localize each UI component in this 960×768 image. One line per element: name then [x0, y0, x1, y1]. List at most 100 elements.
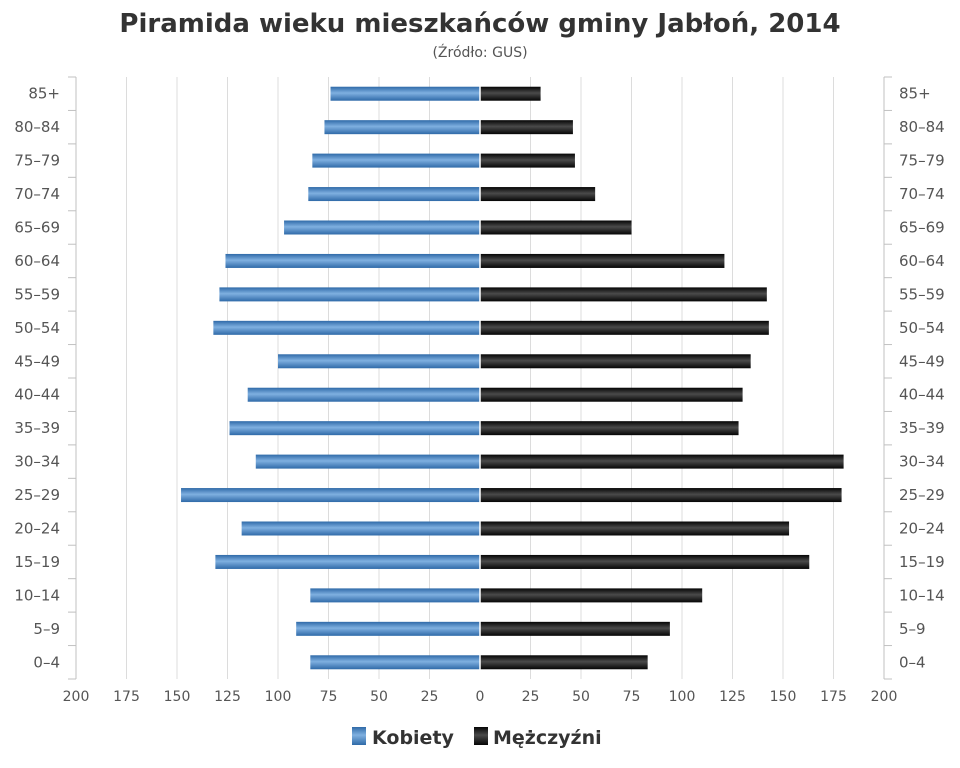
bar-mezczyzni[interactable] [480, 287, 767, 302]
y-tick-label-left: 45–49 [14, 352, 60, 370]
y-tick-label-left: 60–64 [14, 252, 60, 270]
bar-mezczyzni[interactable] [480, 488, 842, 503]
x-tick-label: 75 [623, 689, 641, 705]
x-tick-label: 25 [522, 689, 540, 705]
y-tick-label-right: 60–64 [899, 252, 945, 270]
bar-mezczyzni[interactable] [480, 187, 596, 202]
x-tick-label: 150 [164, 689, 191, 705]
bar-mezczyzni[interactable] [480, 320, 769, 335]
bar-mezczyzni[interactable] [480, 253, 725, 268]
y-tick-label-right: 0–4 [899, 653, 926, 671]
bar-mezczyzni[interactable] [480, 655, 648, 670]
bar-mezczyzni[interactable] [480, 554, 810, 569]
y-tick-label-left: 80–84 [14, 118, 60, 136]
x-tick-label: 50 [572, 689, 590, 705]
x-tick-label: 125 [719, 689, 746, 705]
legend-label-mezczyzni: Mężczyźni [493, 727, 602, 749]
bar-mezczyzni[interactable] [480, 454, 844, 469]
bar-mezczyzni[interactable] [480, 521, 790, 536]
y-tick-label-right: 35–39 [899, 419, 945, 437]
bar-kobiety[interactable] [308, 187, 480, 202]
x-tick-label: 175 [820, 689, 847, 705]
y-tick-label-left: 55–59 [14, 285, 60, 303]
x-tick-label: 50 [370, 689, 388, 705]
legend[interactable]: Kobiety Mężczyźni [352, 727, 602, 749]
x-tick-label: 125 [214, 689, 241, 705]
bar-kobiety[interactable] [278, 354, 480, 369]
y-tick-label-right: 40–44 [899, 386, 945, 404]
bar-mezczyzni[interactable] [480, 621, 670, 636]
y-tick-label-right: 85+ [899, 85, 931, 103]
bar-kobiety[interactable] [213, 320, 481, 335]
bar-kobiety[interactable] [310, 655, 480, 670]
y-tick-label-left: 50–54 [14, 319, 60, 337]
y-tick-label-right: 45–49 [899, 352, 945, 370]
y-tick-label-left: 15–19 [14, 553, 60, 571]
x-tick-label: 200 [871, 689, 898, 705]
y-tick-label-left: 0–4 [33, 653, 60, 671]
bar-mezczyzni[interactable] [480, 588, 703, 603]
legend-swatch-mezczyzni [474, 727, 488, 745]
y-tick-label-right: 50–54 [899, 319, 945, 337]
bar-kobiety[interactable] [330, 86, 480, 101]
bar-kobiety[interactable] [296, 621, 480, 636]
y-tick-label-left: 10–14 [14, 586, 60, 604]
y-tick-label-right: 75–79 [899, 152, 945, 170]
bar-mezczyzni[interactable] [480, 220, 632, 235]
y-tick-label-left: 65–69 [14, 219, 60, 237]
chart-title: Piramida wieku mieszkańców gminy Jabłoń,… [119, 9, 840, 39]
bar-kobiety[interactable] [225, 253, 480, 268]
bar-mezczyzni[interactable] [480, 153, 575, 168]
bar-mezczyzni[interactable] [480, 354, 751, 369]
bar-mezczyzni[interactable] [480, 387, 743, 402]
y-tick-label-right: 80–84 [899, 118, 945, 136]
bar-kobiety[interactable] [241, 521, 480, 536]
bar-kobiety[interactable] [255, 454, 480, 469]
bar-mezczyzni[interactable] [480, 120, 573, 135]
y-tick-label-left: 20–24 [14, 520, 60, 538]
bar-kobiety[interactable] [229, 421, 480, 436]
axes [68, 76, 892, 680]
bar-kobiety[interactable] [312, 153, 480, 168]
bar-kobiety[interactable] [247, 387, 480, 402]
y-tick-label-left: 85+ [28, 85, 60, 103]
y-tick-label-right: 25–29 [899, 486, 945, 504]
y-tick-label-left: 40–44 [14, 386, 60, 404]
bars [181, 77, 844, 679]
y-tick-label-left: 75–79 [14, 152, 60, 170]
bar-kobiety[interactable] [310, 588, 480, 603]
x-tick-label: 200 [63, 689, 90, 705]
x-tick-label: 150 [770, 689, 797, 705]
y-tick-label-left: 25–29 [14, 486, 60, 504]
y-tick-label-right: 70–74 [899, 185, 945, 203]
bar-kobiety[interactable] [324, 120, 480, 135]
legend-label-kobiety: Kobiety [372, 727, 455, 749]
y-tick-label-right: 5–9 [899, 620, 926, 638]
y-tick-label-right: 30–34 [899, 453, 945, 471]
x-tick-label: 175 [113, 689, 140, 705]
x-tick-label: 75 [320, 689, 338, 705]
y-tick-label-left: 35–39 [14, 419, 60, 437]
y-tick-label-right: 20–24 [899, 520, 945, 538]
bar-kobiety[interactable] [181, 488, 481, 503]
bar-kobiety[interactable] [219, 287, 481, 302]
x-tick-label: 100 [669, 689, 696, 705]
bar-mezczyzni[interactable] [480, 86, 541, 101]
y-tick-label-left: 5–9 [33, 620, 60, 638]
y-tick-label-left: 30–34 [14, 453, 60, 471]
bar-kobiety[interactable] [215, 554, 480, 569]
chart-subtitle: (Źródło: GUS) [432, 43, 527, 61]
y-tick-label-left: 70–74 [14, 185, 60, 203]
y-tick-label-right: 15–19 [899, 553, 945, 571]
y-tick-label-right: 65–69 [899, 219, 945, 237]
y-tick-label-right: 10–14 [899, 586, 945, 604]
tick-labels: 200 175 150 125 100 75 50 25 0 25 50 75 100 125 150 175… [14, 85, 944, 705]
bar-mezczyzni[interactable] [480, 421, 739, 436]
y-tick-label-right: 55–59 [899, 285, 945, 303]
x-tick-label: 25 [421, 689, 439, 705]
bar-kobiety[interactable] [284, 220, 480, 235]
legend-swatch-kobiety [352, 727, 366, 745]
x-tick-label: 0 [476, 689, 485, 705]
x-tick-label: 100 [265, 689, 292, 705]
